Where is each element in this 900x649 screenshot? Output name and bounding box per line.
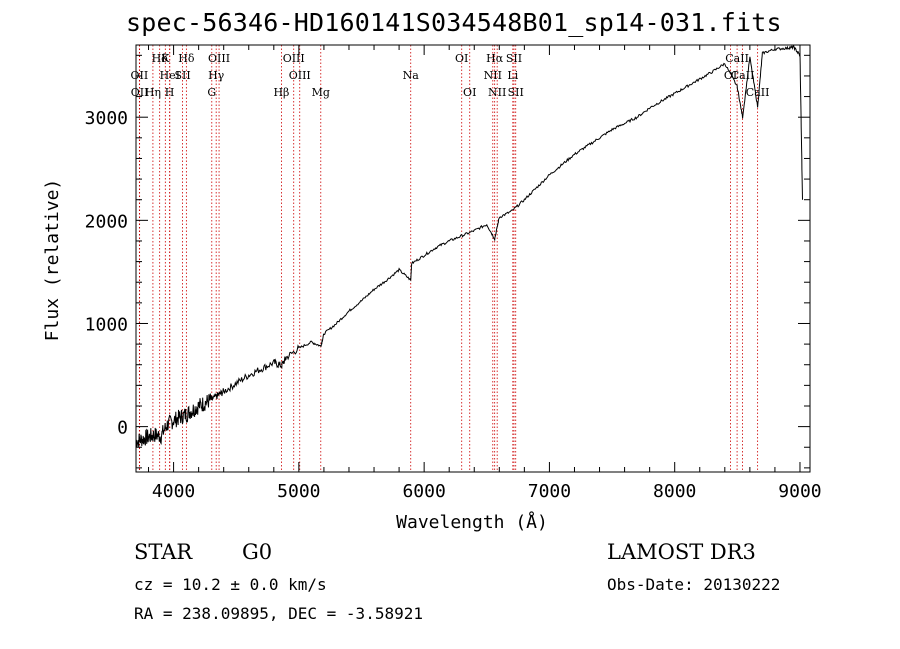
- x-tick-label-9000: 9000: [778, 481, 821, 502]
- line-marker-label-4: OIII: [283, 52, 305, 65]
- object-class: STAR: [134, 540, 193, 564]
- line-marker-label-5: OI: [455, 52, 468, 65]
- line-marker-label-3: OIII: [208, 52, 230, 65]
- line-marker-label-25: OI: [463, 86, 476, 99]
- redshift-cz: cz = 10.2 ± 0.0 km/s: [134, 575, 327, 594]
- survey-name: LAMOST DR3: [607, 540, 756, 564]
- x-tick-label-7000: 7000: [528, 481, 571, 502]
- ra-dec: RA = 238.09895, DEC = -3.58921: [134, 604, 423, 623]
- y-tick-label-2000: 2000: [85, 211, 128, 232]
- object-subclass: G0: [242, 540, 273, 564]
- y-tick-label-3000: 3000: [85, 108, 128, 129]
- line-marker-label-22: G: [207, 86, 216, 99]
- plot-frame: [135, 44, 811, 473]
- spectrum-line: [135, 44, 803, 448]
- line-marker-label-14: Na: [403, 69, 420, 82]
- line-marker-label-26: NII: [488, 86, 506, 99]
- x-axis-label: Wavelength (Å): [396, 511, 548, 533]
- y-tick-label-1000: 1000: [85, 314, 128, 335]
- line-marker-label-10: HeI: [160, 69, 180, 82]
- line-marker-label-11: SII: [174, 69, 190, 82]
- line-marker-label-20: Hη: [145, 86, 161, 99]
- chart-title: spec-56346-HD160141S034548B01_sp14-031.f…: [126, 8, 782, 37]
- x-tick-label-8000: 8000: [653, 481, 696, 502]
- line-marker-label-23: Hβ: [273, 86, 289, 99]
- x-tick-label-4000: 4000: [152, 481, 195, 502]
- line-marker-label-19: OII: [131, 86, 149, 99]
- line-marker-label-7: SII: [506, 52, 522, 65]
- x-tick-label-6000: 6000: [402, 481, 445, 502]
- line-marker-label-28: CaII: [746, 86, 770, 99]
- line-marker-lines: [138, 45, 759, 472]
- y-axis-label: Flux (relative): [42, 179, 63, 342]
- y-tick-label-0: 0: [117, 418, 128, 439]
- line-marker-label-16: Li: [507, 69, 518, 82]
- line-marker-label-6: Hα: [486, 52, 504, 65]
- line-marker-label-21: H: [165, 86, 175, 99]
- line-marker-label-2: Hδ: [178, 52, 195, 65]
- line-marker-label-15: NII: [484, 69, 502, 82]
- line-marker-label-27: SII: [508, 86, 524, 99]
- axis-ticks: [136, 45, 810, 472]
- line-marker-label-13: OIII: [289, 69, 311, 82]
- line-marker-label-24: Mg: [312, 86, 330, 99]
- x-tick-label-5000: 5000: [277, 481, 320, 502]
- obs-date: Obs-Date: 20130222: [607, 575, 781, 594]
- line-marker-label-1: K: [161, 52, 170, 65]
- line-marker-label-12: Hγ: [208, 69, 225, 82]
- line-marker-label-8: CaII: [725, 52, 749, 65]
- line-marker-label-0: Hδ: [152, 52, 169, 65]
- axis-tick-labels: 4000 5000 6000 7000 8000 9000 0 1000 2000 3000: [85, 108, 822, 502]
